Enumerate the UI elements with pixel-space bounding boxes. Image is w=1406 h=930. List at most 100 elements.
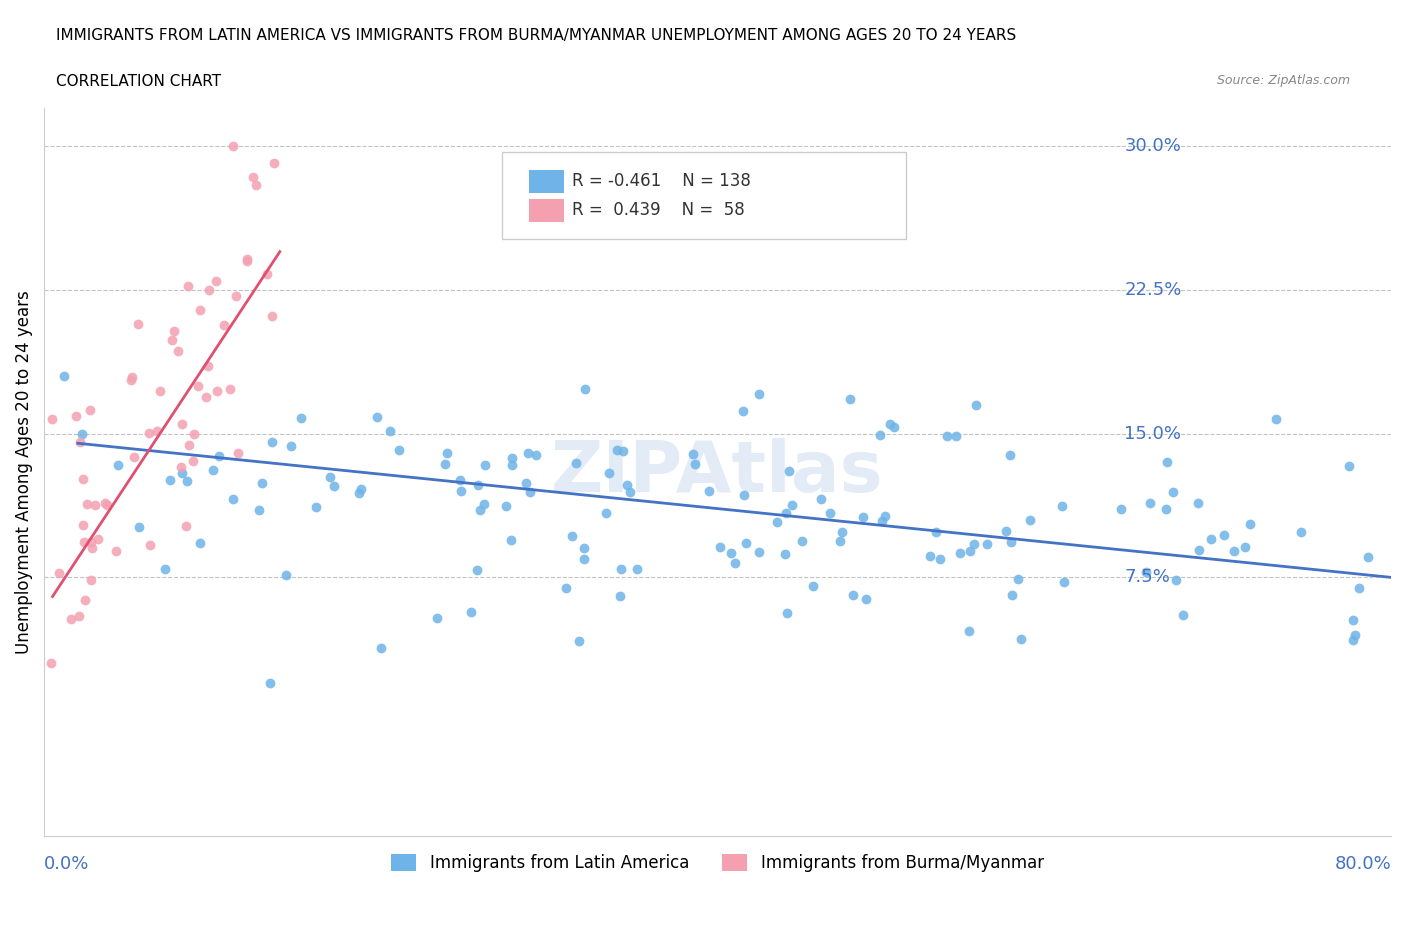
Point [474, 458, 496, 472]
Point [60, 612, 83, 627]
Point [842, 587, 865, 602]
Point [1212, 527, 1234, 542]
Point [610, 562, 633, 577]
Point [138, 426, 160, 441]
Point [153, 562, 176, 577]
Point [1187, 542, 1209, 557]
Point [242, 169, 264, 184]
Point [998, 447, 1021, 462]
Point [1001, 588, 1024, 603]
Point [426, 611, 449, 626]
Point [80, 535, 103, 550]
Point [595, 505, 617, 520]
Point [87, 531, 110, 546]
Point [612, 444, 634, 458]
Point [619, 485, 641, 499]
Point [1135, 565, 1157, 579]
Point [67, 609, 90, 624]
Point [73, 535, 96, 550]
Point [262, 434, 284, 449]
Point [1289, 525, 1312, 539]
Point [1000, 535, 1022, 550]
Point [957, 623, 980, 638]
Point [128, 519, 150, 534]
Point [222, 492, 245, 507]
Point [773, 547, 796, 562]
Point [616, 477, 638, 492]
Point [883, 419, 905, 434]
Point [208, 448, 231, 463]
Text: 80.0%: 80.0% [1334, 856, 1391, 873]
Point [499, 532, 522, 547]
Text: IMMIGRANTS FROM LATIN AMERICA VS IMMIGRANTS FROM BURMA/MYANMAR UNEMPLOYMENT AMON: IMMIGRANTS FROM LATIN AMERICA VS IMMIGRA… [56, 28, 1017, 43]
Point [472, 497, 495, 512]
Point [1199, 532, 1222, 547]
Point [163, 324, 186, 339]
Point [176, 474, 198, 489]
Point [378, 423, 401, 438]
Point [169, 459, 191, 474]
Point [949, 546, 972, 561]
Point [48, 565, 70, 580]
Point [682, 446, 704, 461]
Point [94, 496, 117, 511]
Point [174, 519, 197, 534]
Point [720, 546, 742, 561]
Point [572, 551, 595, 566]
Point [598, 465, 620, 480]
Point [207, 383, 229, 398]
Point [820, 505, 842, 520]
Point [245, 178, 267, 193]
Text: CORRELATION CHART: CORRELATION CHART [56, 74, 221, 89]
Point [366, 409, 388, 424]
Point [959, 543, 981, 558]
Point [170, 417, 193, 432]
Point [201, 462, 224, 477]
Point [1239, 517, 1261, 532]
Point [606, 443, 628, 458]
Point [82, 540, 104, 555]
Text: 0.0%: 0.0% [44, 856, 90, 873]
Point [1156, 455, 1178, 470]
Point [748, 386, 770, 401]
Point [810, 492, 832, 507]
Point [685, 457, 707, 472]
Point [852, 509, 875, 524]
Point [778, 463, 800, 478]
Point [776, 605, 799, 620]
Point [734, 535, 756, 550]
Point [73, 593, 96, 608]
Legend: Immigrants from Latin America, Immigrants from Burma/Myanmar: Immigrants from Latin America, Immigrant… [385, 847, 1050, 879]
Point [236, 252, 259, 267]
Point [53, 368, 76, 383]
Point [219, 381, 242, 396]
Point [555, 580, 578, 595]
Point [1341, 613, 1364, 628]
Point [1234, 539, 1257, 554]
Point [127, 317, 149, 332]
Point [197, 359, 219, 374]
Point [274, 567, 297, 582]
Point [104, 544, 127, 559]
Point [1347, 580, 1369, 595]
Point [879, 417, 901, 432]
Point [138, 538, 160, 552]
Point [501, 451, 523, 466]
Point [925, 525, 948, 539]
Point [869, 427, 891, 442]
Point [697, 484, 720, 498]
Point [460, 604, 482, 619]
Point [1052, 498, 1074, 513]
Point [436, 445, 458, 460]
Point [195, 389, 218, 404]
Point [347, 485, 370, 500]
Point [1341, 632, 1364, 647]
Point [166, 344, 188, 359]
Point [828, 534, 851, 549]
Point [41, 412, 63, 427]
Point [524, 447, 547, 462]
Point [780, 498, 803, 512]
Point [322, 478, 344, 493]
Point [260, 309, 283, 324]
Point [1154, 502, 1177, 517]
